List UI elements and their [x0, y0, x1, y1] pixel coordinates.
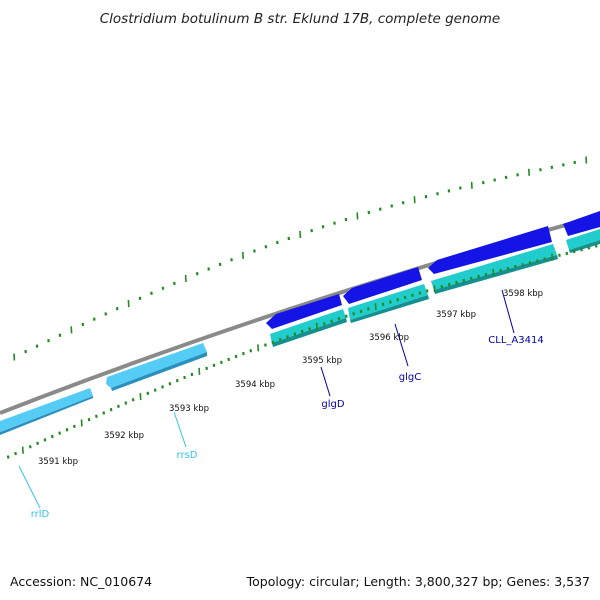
- cds-arrow-next[interactable]: [563, 211, 600, 236]
- feature-label-glgC[interactable]: glgC: [399, 372, 421, 383]
- rrna-block-rrsD-edge: [111, 352, 207, 391]
- outer-tick-ring: [13, 156, 588, 361]
- feature-label-rrlD[interactable]: rrlD: [31, 509, 50, 520]
- rrna-block-rrlD[interactable]: [0, 388, 93, 432]
- cds-rev-block-2-edge: [350, 295, 429, 323]
- feature-label-glgD[interactable]: glgD: [321, 399, 344, 410]
- cds-rev-block-2[interactable]: [348, 284, 428, 320]
- scale-label: 3597 kbp: [436, 310, 476, 320]
- genome-summary: Topology: circular; Length: 3,800,327 bp…: [246, 574, 590, 589]
- cds-arrow-CLL_A3414[interactable]: [428, 226, 552, 274]
- scale-label: 3596 kbp: [369, 333, 409, 343]
- cds-rev-block-4[interactable]: [566, 229, 600, 250]
- cds-rev-block-4-edge: [569, 240, 600, 253]
- scale-ring: 3591 kbp 3592 kbp 3593 kbp 3594 kbp 3595 kbp…: [6, 244, 598, 467]
- feature-track: [0, 211, 600, 435]
- callout-line: [394, 323, 409, 367]
- feature-label-rrsD[interactable]: rrsD: [177, 450, 198, 461]
- feature-labels: rrlD rrsD glgD glgC CLL_A3414: [18, 289, 544, 520]
- genome-title: Clostridium botulinum B str. Eklund 17B,…: [100, 11, 500, 27]
- callout-line: [501, 289, 515, 334]
- rrna-block-rrsD[interactable]: [106, 343, 207, 388]
- scale-label: 3595 kbp: [302, 356, 342, 366]
- cds-arrow-glgD[interactable]: [266, 294, 342, 329]
- scale-label: 3593 kbp: [169, 404, 209, 414]
- scale-label: 3594 kbp: [235, 380, 275, 390]
- scale-label: 3591 kbp: [38, 457, 78, 467]
- callout-line: [320, 366, 331, 397]
- cds-arrow-glgC[interactable]: [343, 267, 422, 304]
- cds-rev-block-3-edge: [434, 255, 558, 294]
- cds-rev-block-1[interactable]: [270, 309, 346, 343]
- accession-label: Accession: NC_010674: [10, 574, 152, 589]
- feature-label-CLL_A3414[interactable]: CLL_A3414: [488, 335, 543, 346]
- scale-label: 3598 kbp: [503, 289, 543, 299]
- callout-line: [173, 411, 187, 448]
- callout-line: [18, 465, 41, 509]
- cds-rev-block-1-edge: [272, 318, 347, 347]
- scale-label: 3592 kbp: [104, 431, 144, 441]
- cds-rev-block-3[interactable]: [431, 244, 557, 290]
- rrna-block-rrlD-edge: [0, 396, 93, 435]
